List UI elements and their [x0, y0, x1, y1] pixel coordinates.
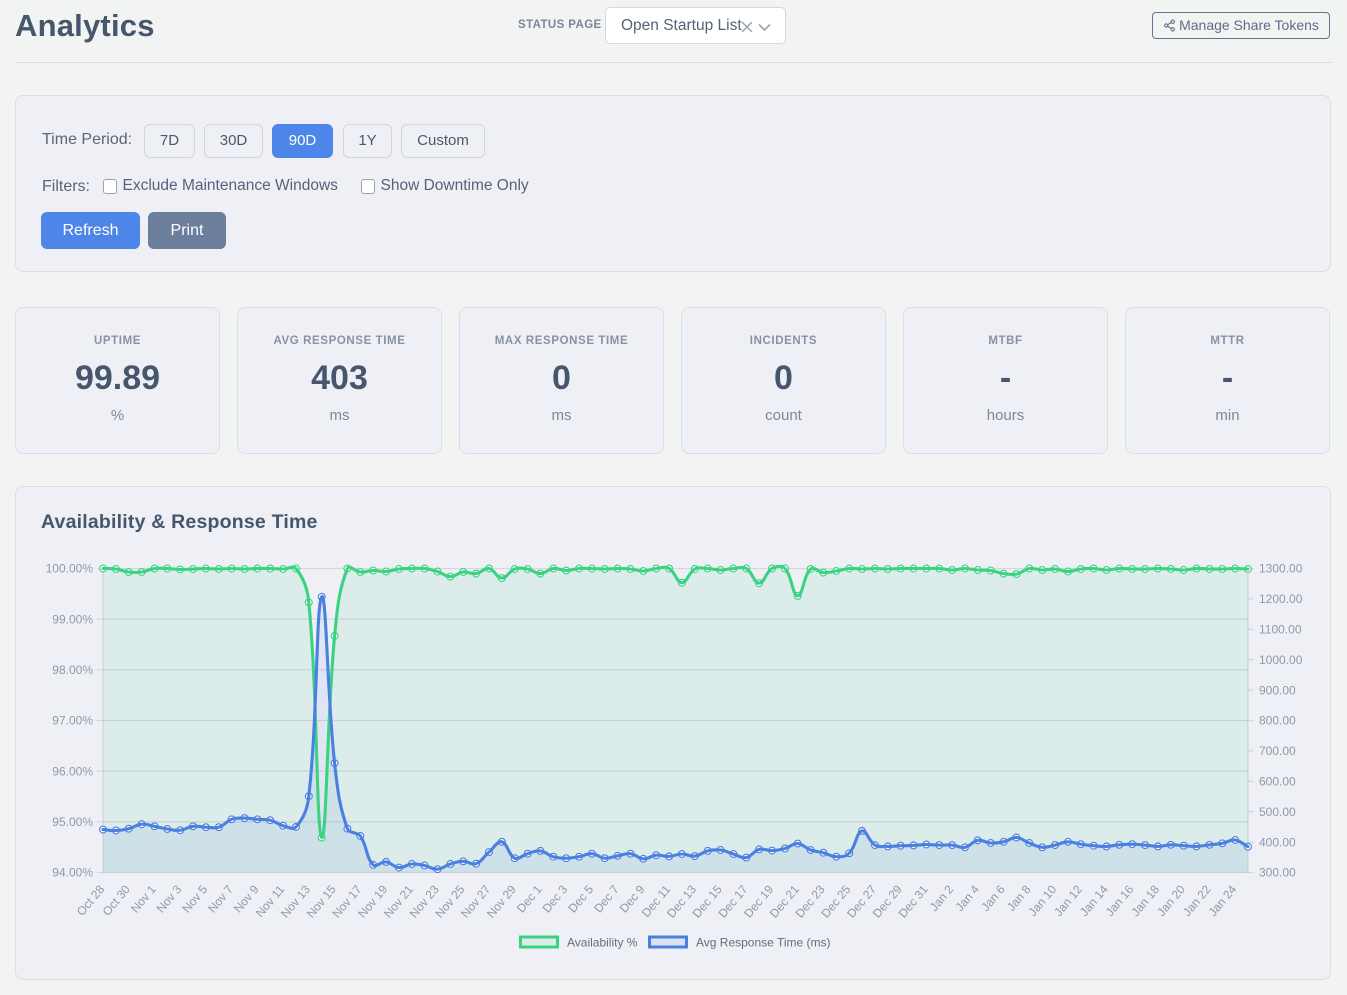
svg-text:96.00%: 96.00% — [52, 764, 93, 778]
svg-text:Avg Response Time (ms): Avg Response Time (ms) — [696, 936, 831, 950]
svg-text:Dec 3: Dec 3 — [540, 882, 571, 915]
svg-text:99.00%: 99.00% — [52, 612, 93, 626]
svg-text:Dec 1: Dec 1 — [514, 882, 545, 915]
svg-text:Nov 1: Nov 1 — [128, 882, 159, 915]
svg-text:97.00%: 97.00% — [52, 714, 93, 728]
svg-text:500.00: 500.00 — [1259, 805, 1296, 819]
svg-text:Jan 2: Jan 2 — [927, 882, 957, 914]
svg-text:900.00: 900.00 — [1259, 683, 1296, 697]
svg-text:600.00: 600.00 — [1259, 775, 1296, 789]
svg-text:1100.00: 1100.00 — [1259, 623, 1302, 637]
svg-text:Nov 3: Nov 3 — [154, 882, 185, 915]
svg-text:95.00%: 95.00% — [52, 815, 93, 829]
svg-text:Dec 7: Dec 7 — [591, 882, 622, 915]
svg-text:Dec 5: Dec 5 — [565, 882, 596, 915]
svg-text:Dec 31: Dec 31 — [896, 882, 931, 920]
svg-text:100.00%: 100.00% — [46, 562, 94, 576]
svg-text:1200.00: 1200.00 — [1259, 592, 1303, 606]
svg-text:Availability %: Availability % — [567, 936, 638, 950]
svg-text:Oct 30: Oct 30 — [100, 882, 134, 918]
svg-text:800.00: 800.00 — [1259, 714, 1296, 728]
svg-text:Jan 24: Jan 24 — [1206, 882, 1240, 919]
svg-text:Nov 5: Nov 5 — [179, 882, 210, 915]
svg-text:1300.00: 1300.00 — [1259, 562, 1303, 576]
svg-text:94.00%: 94.00% — [52, 866, 93, 880]
svg-text:Nov 7: Nov 7 — [205, 882, 236, 915]
svg-text:1000.00: 1000.00 — [1259, 653, 1303, 667]
svg-text:98.00%: 98.00% — [52, 663, 93, 677]
svg-text:Jan 4: Jan 4 — [953, 882, 983, 914]
svg-text:700.00: 700.00 — [1259, 744, 1296, 758]
svg-text:300.00: 300.00 — [1259, 866, 1296, 880]
svg-text:Jan 6: Jan 6 — [978, 882, 1008, 914]
svg-text:400.00: 400.00 — [1259, 835, 1296, 849]
